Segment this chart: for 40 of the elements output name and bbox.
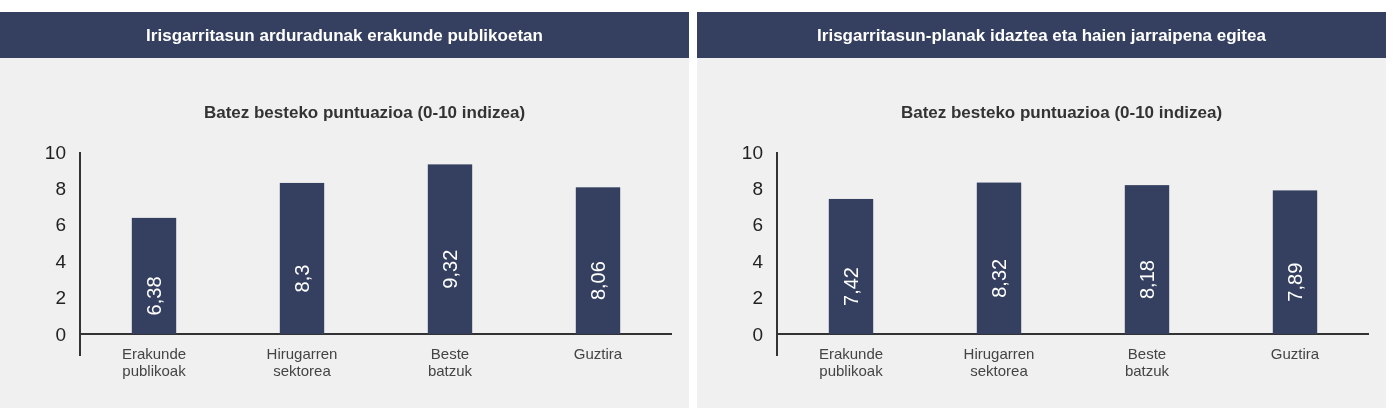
x-tick-label: Erakunde publikoak [818,345,884,379]
chart-title: Irisgarritasun-planak idaztea eta haien jarraipena egitea [817,26,1267,45]
y-tick-label: 10 [741,141,763,163]
data-label: 8,3 [291,264,313,293]
y-tick-label: 10 [44,141,66,163]
data-label: 8,06 [587,261,609,301]
bar [976,182,1022,334]
bar [1272,190,1318,334]
x-tick-label: Beste batzuk [1124,345,1170,379]
y-tick-label: 0 [55,323,66,345]
bar [828,198,874,334]
x-tick-label: Guztira [1270,345,1320,362]
y-tick-label: 4 [752,250,764,272]
data-label: 7,89 [1284,262,1306,302]
data-label: 9,32 [439,249,461,289]
x-tick-label: Erakunde publikoak [121,345,187,379]
data-label: 6,38 [143,276,165,316]
data-label: 8,32 [988,258,1010,298]
data-label: 7,42 [840,267,862,306]
x-tick-label: Guztira [573,345,623,362]
data-label: 8,18 [1136,260,1158,300]
y-tick-label: 6 [752,214,763,236]
x-tick-label: Beste batzuk [427,345,473,379]
bar [575,187,621,334]
bar [131,217,177,334]
y-tick-label: 8 [55,177,66,199]
bar [427,164,473,334]
bar [279,182,325,334]
y-tick-label: 8 [752,177,763,199]
bar [1124,185,1170,334]
y-tick-label: 2 [55,287,66,309]
y-tick-label: 2 [752,287,763,309]
chart-subtitle: Batez besteko puntuazioa (0-10 indizea) [900,103,1223,122]
y-tick-label: 4 [55,250,67,272]
chart-subtitle: Batez besteko puntuazioa (0-10 indizea) [203,103,526,122]
x-tick-label: Hirugarren sektorea [963,345,1035,379]
chart-title: Irisgarritasun arduradunak erakunde publikoetan [146,26,543,45]
x-tick-label: Hirugarren sektorea [266,345,338,379]
y-tick-label: 6 [55,214,66,236]
y-tick-label: 0 [752,323,763,345]
